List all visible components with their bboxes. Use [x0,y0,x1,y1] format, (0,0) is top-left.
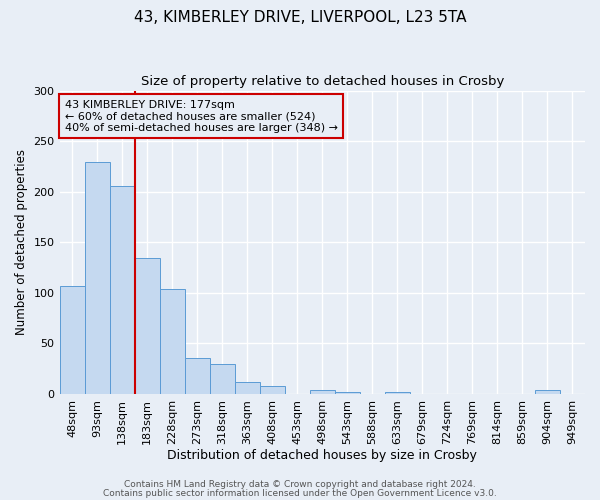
Bar [110,186,134,394]
Title: Size of property relative to detached houses in Crosby: Size of property relative to detached ho… [140,75,504,88]
Bar [134,258,160,394]
Bar [260,386,285,394]
X-axis label: Distribution of detached houses by size in Crosby: Distribution of detached houses by size … [167,450,477,462]
Text: Contains HM Land Registry data © Crown copyright and database right 2024.: Contains HM Land Registry data © Crown c… [124,480,476,489]
Bar [385,392,410,394]
Bar [310,390,335,394]
Bar [235,382,260,394]
Bar [59,286,85,394]
Bar [85,162,110,394]
Bar [335,392,360,394]
Y-axis label: Number of detached properties: Number of detached properties [15,150,28,336]
Bar [185,358,209,394]
Bar [535,390,560,394]
Bar [209,364,235,394]
Text: Contains public sector information licensed under the Open Government Licence v3: Contains public sector information licen… [103,489,497,498]
Bar [160,289,185,394]
Text: 43, KIMBERLEY DRIVE, LIVERPOOL, L23 5TA: 43, KIMBERLEY DRIVE, LIVERPOOL, L23 5TA [134,10,466,25]
Text: 43 KIMBERLEY DRIVE: 177sqm
← 60% of detached houses are smaller (524)
40% of sem: 43 KIMBERLEY DRIVE: 177sqm ← 60% of deta… [65,100,338,133]
